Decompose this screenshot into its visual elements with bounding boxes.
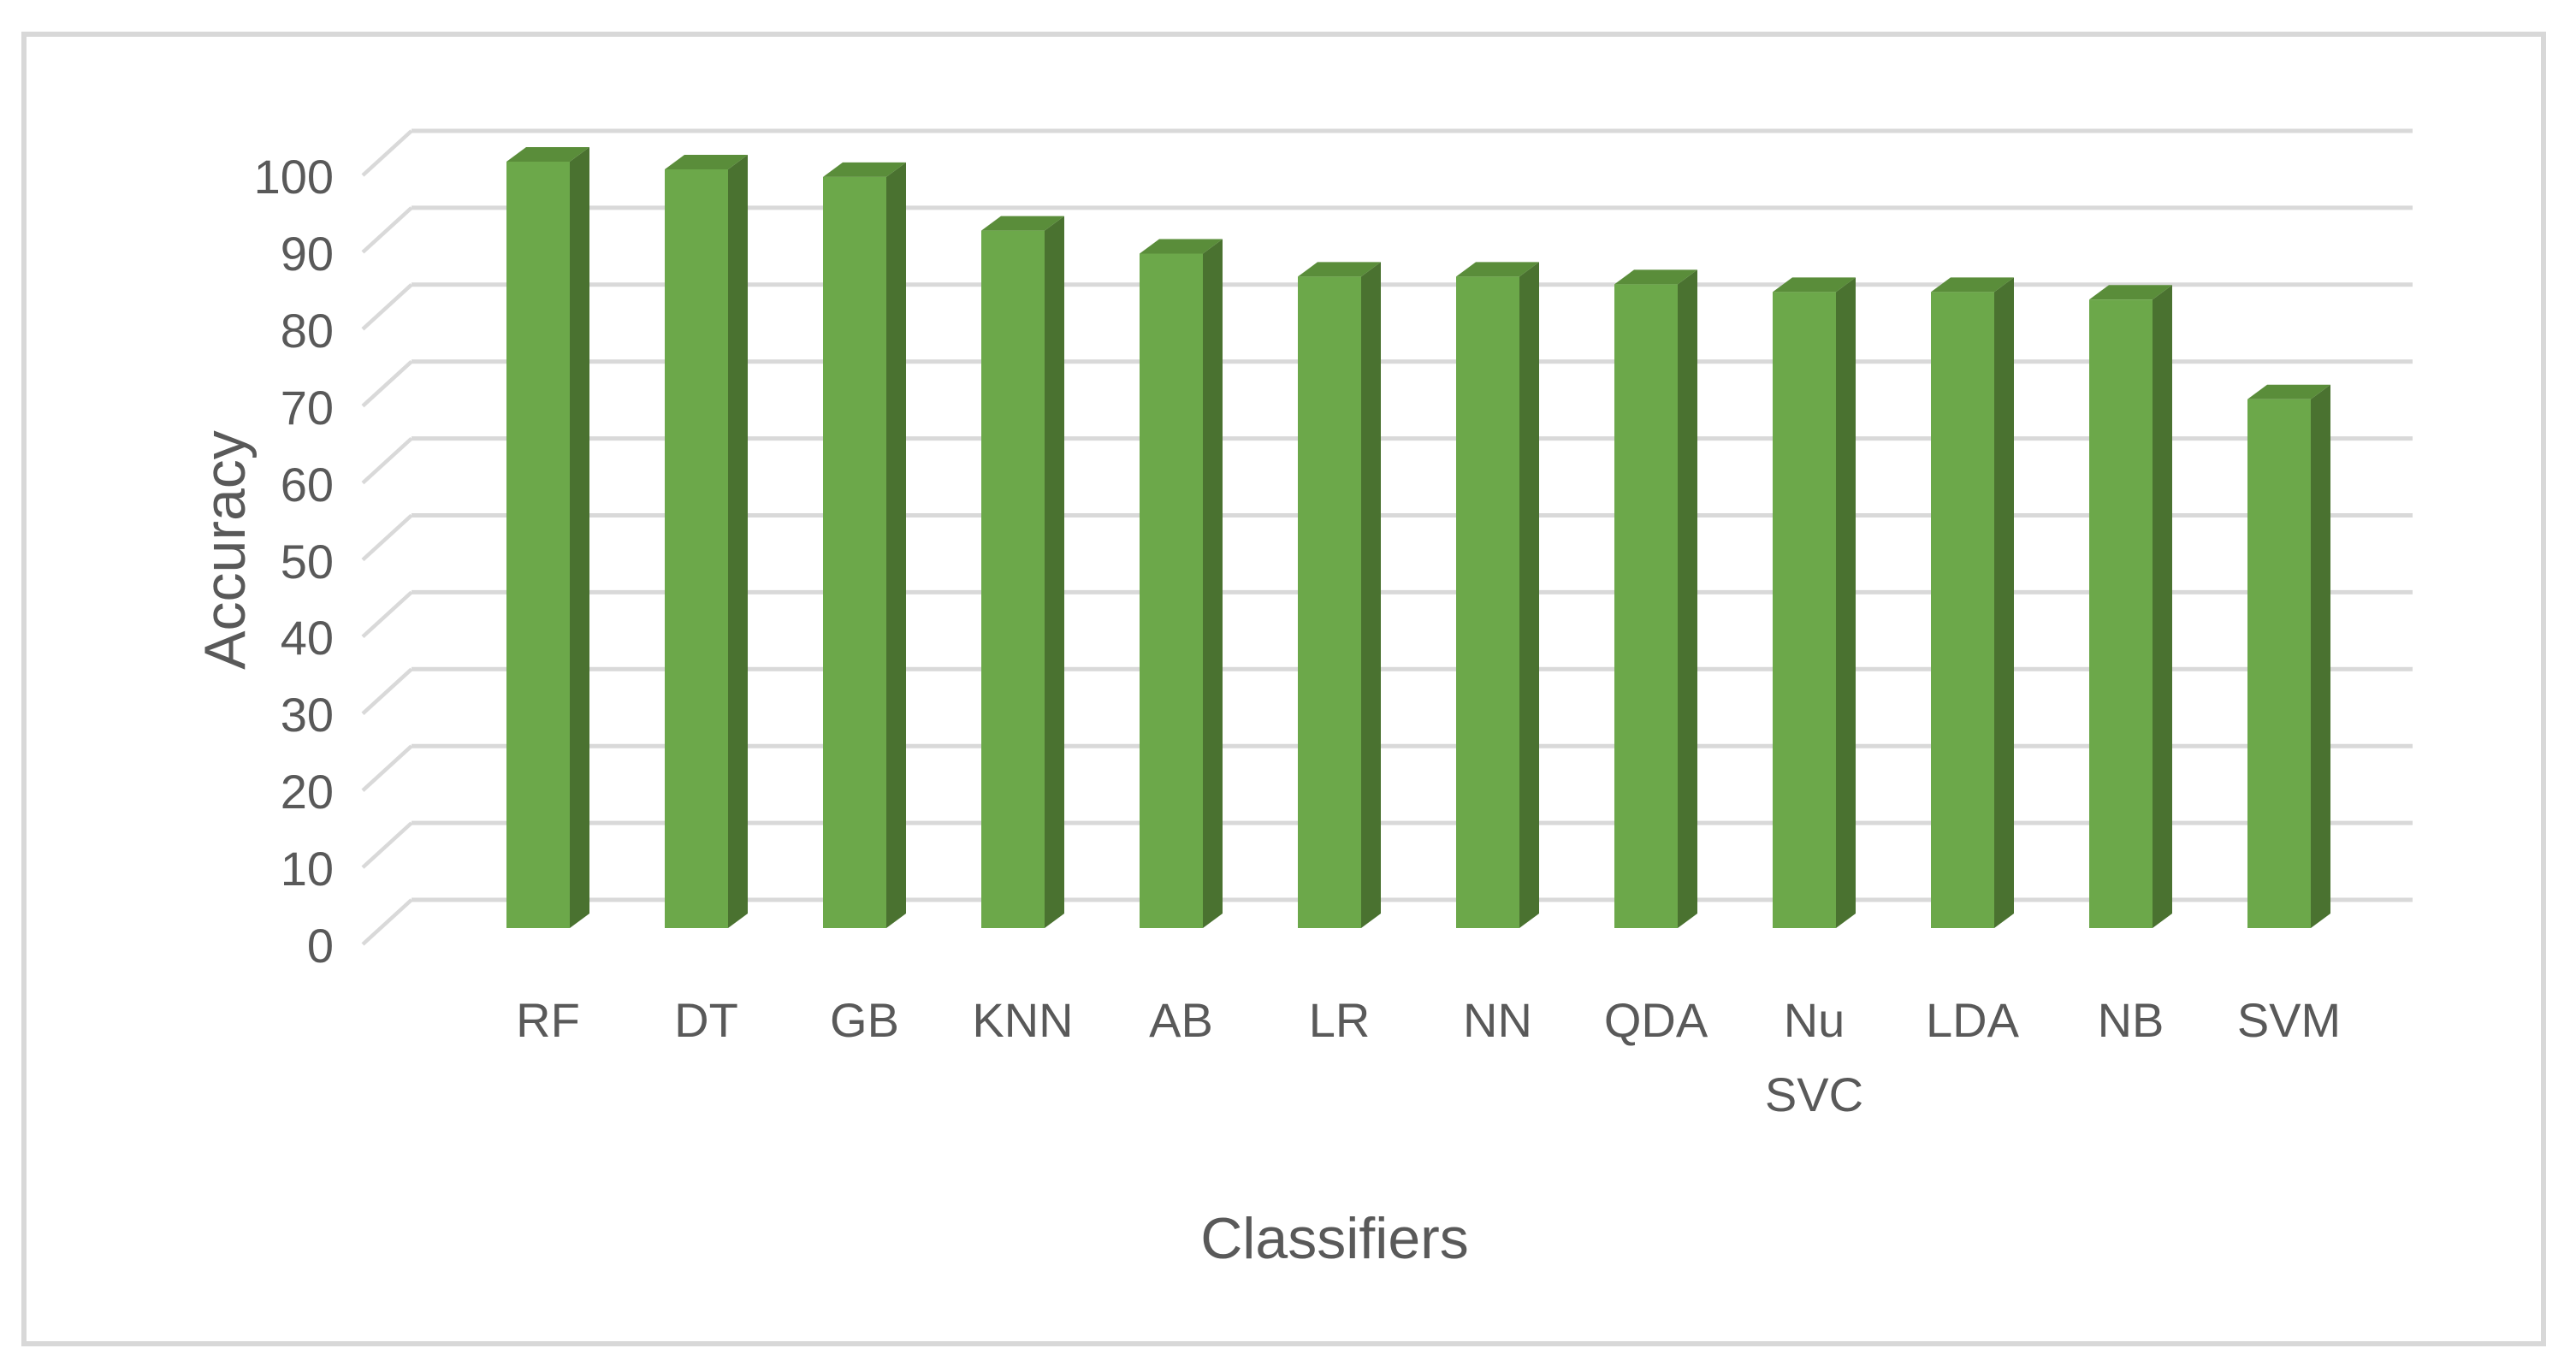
bar-qda	[1614, 269, 1697, 928]
gridline-connector	[361, 129, 413, 177]
x-category-label-rf: RF	[516, 993, 580, 1047]
bar-front-face	[2089, 299, 2153, 928]
bar-side-face	[1203, 239, 1223, 928]
bar-side-face	[2311, 384, 2330, 928]
bar-front-face	[1140, 253, 1203, 928]
x-axis-title: Classifiers	[1200, 1206, 1469, 1271]
bar-top-face	[1456, 262, 1539, 277]
y-tick-label-100: 100	[253, 150, 334, 204]
x-category-label-nb: NB	[2097, 993, 2164, 1047]
y-tick-label-90: 90	[280, 226, 334, 281]
bar-ab	[1140, 239, 1223, 928]
bar-top-face	[2247, 384, 2330, 399]
gridline-connector	[361, 283, 413, 331]
bar-rf	[506, 147, 589, 928]
bar-top-face	[2089, 285, 2172, 300]
bar-gb	[823, 162, 906, 929]
bar-front-face	[823, 176, 886, 929]
bar-side-face	[886, 162, 906, 929]
bar-side-face	[1678, 269, 1697, 928]
y-tick-label-10: 10	[280, 842, 334, 896]
gridline-connector	[361, 821, 413, 869]
bar-side-face	[1519, 262, 1539, 928]
x-category-label-nu-svc: Nu SVC	[1764, 993, 1864, 1121]
bar-front-face	[506, 162, 570, 928]
bar-front-face	[2247, 399, 2311, 928]
y-tick-label-60: 60	[280, 457, 334, 512]
bar-front-face	[1298, 276, 1361, 928]
gridline-connector	[361, 667, 413, 715]
bar-side-face	[2153, 285, 2172, 928]
y-tick-label-20: 20	[280, 765, 334, 819]
x-category-label-svm: SVM	[2236, 993, 2342, 1047]
bar-front-face	[665, 169, 728, 928]
bar-knn	[981, 216, 1064, 928]
gridline-connector	[361, 436, 413, 485]
bar-dt	[665, 154, 748, 928]
x-category-label-lda: LDA	[1926, 993, 2019, 1047]
x-category-label-gb: GB	[830, 993, 899, 1047]
x-category-label-knn: KNN	[972, 993, 1074, 1047]
y-tick-label-0: 0	[306, 919, 334, 973]
bar-side-face	[1361, 262, 1381, 928]
bar-side-face	[728, 154, 748, 928]
bar-lr	[1298, 262, 1381, 928]
bar-front-face	[1456, 276, 1519, 928]
bar-front-face	[981, 230, 1045, 928]
bar-top-face	[1614, 269, 1697, 285]
bar-top-face	[1298, 262, 1381, 277]
bar-side-face	[1045, 216, 1064, 928]
bar-top-face	[981, 216, 1064, 231]
bar-top-face	[506, 147, 589, 162]
bar-nb	[2089, 285, 2172, 928]
bar-side-face	[570, 147, 589, 928]
bar-side-face	[1994, 277, 2014, 928]
bar-top-face	[665, 154, 748, 169]
gridline-connector	[361, 590, 413, 639]
bar-front-face	[1614, 284, 1678, 928]
bar-front-face	[1773, 292, 1836, 928]
bar-nu-svc	[1773, 277, 1856, 928]
bar-top-face	[823, 162, 906, 177]
bar-top-face	[1931, 277, 2014, 293]
y-tick-label-70: 70	[280, 380, 334, 435]
x-category-label-dt: DT	[674, 993, 738, 1047]
y-tick-label-50: 50	[280, 534, 334, 588]
gridline-connector	[361, 898, 413, 946]
bar-top-face	[1773, 277, 1856, 293]
y-tick-label-80: 80	[280, 303, 334, 358]
gridline-connector	[361, 360, 413, 408]
x-category-label-ab: AB	[1149, 993, 1213, 1047]
x-category-label-nn: NN	[1463, 993, 1532, 1047]
bar-front-face	[1931, 292, 1994, 928]
x-category-label-lr: LR	[1308, 993, 1371, 1047]
bar-nn	[1456, 262, 1539, 928]
bar-side-face	[1836, 277, 1856, 928]
bar-top-face	[1140, 239, 1223, 254]
gridline-connector	[361, 513, 413, 562]
y-tick-label-30: 30	[280, 688, 334, 742]
x-category-label-qda: QDA	[1603, 993, 1708, 1047]
bar-lda	[1931, 277, 2014, 928]
y-tick-label-40: 40	[280, 611, 334, 665]
gridline-connector	[361, 206, 413, 254]
gridline-connector	[361, 744, 413, 792]
bar-svm	[2247, 384, 2330, 928]
